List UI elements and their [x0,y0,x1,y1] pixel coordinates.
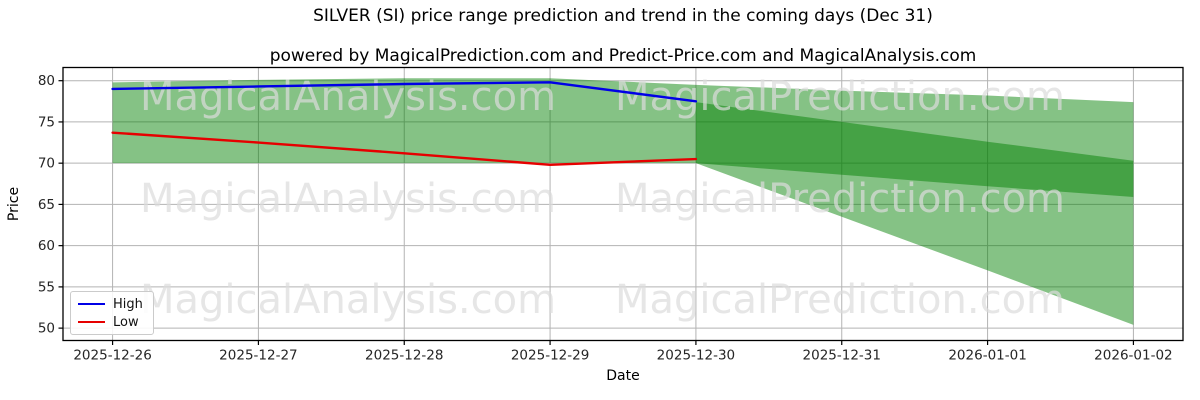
low-line [111,131,698,167]
legend-line-sample [78,321,105,323]
legend: High Low [70,291,154,335]
band-forecast-inner [695,102,1134,197]
y-tick-label: 60 [38,238,55,254]
legend-item-low: Low [78,316,146,329]
x-axis-label: Date [606,368,640,384]
chart-title: SILVER (SI) price range prediction and t… [313,6,933,26]
x-tick-label: 2025-12-28 [365,348,443,364]
watermark-text: MagicalPrediction.com [615,74,1065,120]
x-tick-label: 2026-01-01 [948,348,1026,364]
watermark-text: MagicalPrediction.com [615,277,1065,323]
y-tick-label: 55 [38,279,55,295]
band-forecast-outer [695,84,1134,325]
x-tick-label: 2025-12-26 [73,348,151,364]
watermark-text: MagicalAnalysis.com [140,74,556,120]
x-tick-label: 2025-12-31 [803,348,881,364]
y-axis-label: Price [6,186,22,222]
x-tick-label: 2025-12-30 [657,348,735,364]
legend-label: High [113,296,143,312]
x-tick-label: 2025-12-29 [511,348,589,364]
legend-line-sample [78,303,105,305]
y-tick-label: 70 [38,156,55,172]
y-tick-label: 50 [38,321,55,337]
high-line [111,81,698,103]
legend-item-high: High [78,298,146,311]
watermark-text: MagicalPrediction.com [615,176,1065,222]
legend-label: Low [113,314,139,330]
watermark-text: MagicalAnalysis.com [140,176,556,222]
watermark-text: MagicalAnalysis.com [140,277,556,323]
chart-subtitle: powered by MagicalPrediction.com and Pre… [269,46,977,66]
x-tick-label: 2025-12-27 [219,348,297,364]
y-tick-label: 80 [38,73,55,89]
x-tick-label: 2026-01-02 [1094,348,1172,364]
y-tick-label: 65 [38,197,55,213]
y-tick-label: 75 [38,114,55,130]
